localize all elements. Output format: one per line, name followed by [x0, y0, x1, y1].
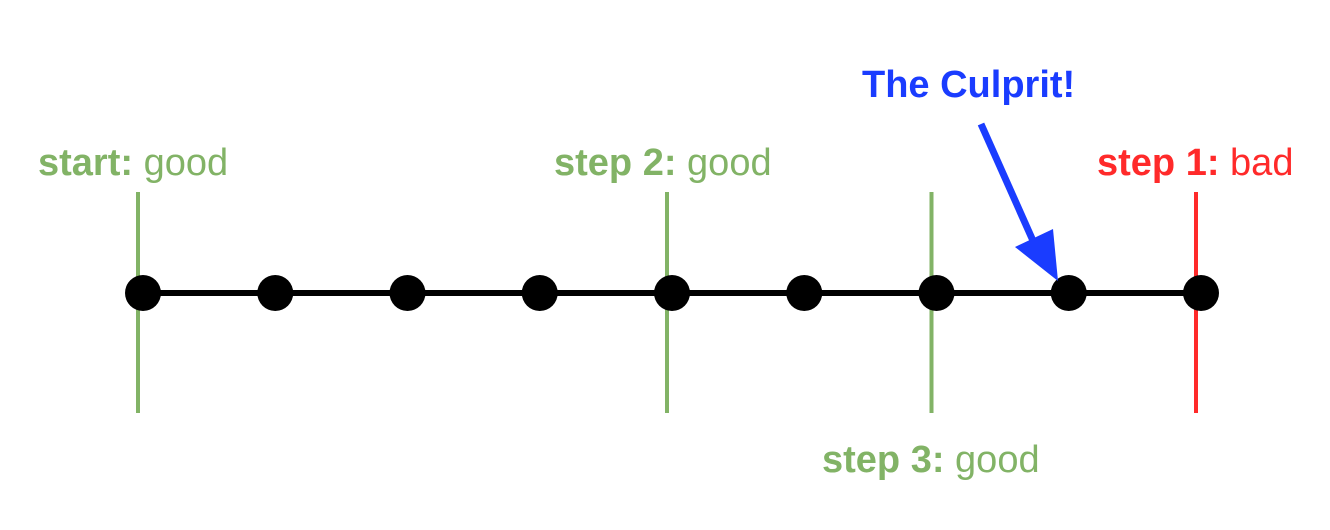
label-start-value: good — [143, 142, 229, 184]
commit-dots — [125, 275, 1219, 311]
label-step-1-value: bad — [1230, 142, 1294, 184]
commit-dot — [1183, 275, 1219, 311]
commit-dot-culprit — [1050, 275, 1087, 311]
label-step-2: step 2: good — [554, 143, 772, 183]
arrow-head — [1015, 229, 1058, 281]
commit-dot — [257, 275, 294, 311]
label-step-2-value: good — [687, 142, 772, 184]
label-step-3: step 3: good — [822, 440, 1040, 480]
label-step-3-value: good — [955, 439, 1040, 481]
label-step-1-key: step 1: — [1097, 142, 1220, 184]
commit-dot — [521, 275, 558, 311]
culprit-arrow — [977, 122, 1058, 281]
commit-dot — [654, 275, 690, 311]
label-start-key: start: — [38, 142, 134, 184]
commit-dot — [918, 275, 955, 311]
culprit-label: The Culprit! — [862, 64, 1076, 106]
commit-dot — [389, 275, 426, 311]
label-step-2-key: step 2: — [554, 142, 677, 184]
label-step-1: step 1: bad — [1097, 143, 1293, 183]
commit-dot — [125, 275, 161, 311]
label-step-3-key: step 3: — [822, 439, 945, 481]
label-start: start: good — [38, 143, 228, 183]
commit-dot — [786, 275, 823, 311]
arrow-shaft — [977, 122, 1038, 245]
